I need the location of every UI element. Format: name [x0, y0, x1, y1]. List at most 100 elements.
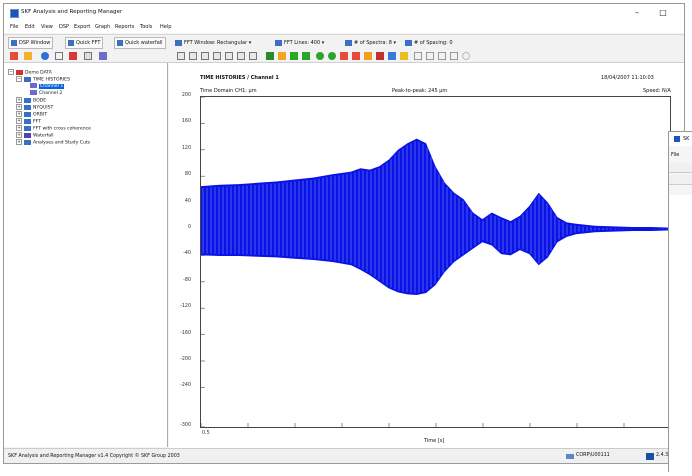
chart-domain-label: Time Domain CH1: µm — [200, 88, 257, 94]
wave-icon — [30, 90, 37, 95]
collapse-toggle[interactable]: − — [8, 69, 14, 75]
fft-window-dropdown[interactable]: FFT Window: Rectangular ▾ — [174, 37, 251, 49]
next-icon[interactable] — [450, 52, 458, 60]
folder-open-icon[interactable] — [10, 52, 18, 60]
dsp-window-button[interactable]: DSP Window — [8, 37, 54, 49]
signal-icon — [24, 139, 31, 145]
menu-help[interactable]: Help — [160, 24, 172, 30]
main-toolbar: DSP Window Quick FFT Quick waterfall FFT… — [4, 34, 684, 51]
expand-toggle[interactable]: + — [16, 118, 22, 124]
copyright-text: SKF Analysis and Reporting Manager v1.4 … — [8, 454, 180, 459]
expand-toggle[interactable]: + — [16, 104, 22, 110]
flag-icon[interactable] — [376, 52, 384, 60]
list-icon[interactable] — [84, 52, 92, 60]
fft-lines-dropdown[interactable]: FFT Lines: 400 ▾ — [274, 37, 324, 49]
second-window-menu[interactable]: File — [671, 152, 680, 158]
expand-toggle[interactable]: + — [16, 132, 22, 138]
menu-export[interactable]: Export — [74, 24, 91, 30]
second-window-tree — [669, 195, 692, 472]
collapse-toggle[interactable]: − — [16, 76, 22, 82]
tree-item-channel-2[interactable]: Channel 2 — [30, 90, 62, 97]
menu-graph[interactable]: Graph — [95, 24, 111, 30]
tree-item-nyquist[interactable]: + NYQUIST — [16, 104, 54, 111]
fft-lines-icon — [275, 40, 282, 46]
brush-icon[interactable] — [352, 52, 360, 60]
menu-edit[interactable]: Edit — [25, 24, 35, 30]
second-window[interactable]: SK File — [668, 131, 692, 472]
expand-toggle[interactable]: + — [16, 111, 22, 117]
cursor-icon[interactable] — [266, 52, 274, 60]
waveform-envelope — [201, 138, 670, 295]
plot-area[interactable] — [200, 96, 671, 428]
data-tree: − Demo DATA − TIME HISTORIES Channel 1 Cha… — [4, 63, 168, 447]
expand-toggle[interactable]: + — [16, 139, 22, 145]
export-icon[interactable] — [388, 52, 396, 60]
dsp-icon — [11, 40, 17, 46]
second-window-title-bar: SK — [669, 132, 692, 146]
tree-item-bode[interactable]: + BODE — [16, 97, 47, 104]
pen-icon[interactable] — [340, 52, 348, 60]
tree-item-time-histories[interactable]: − TIME HISTORIES — [16, 76, 70, 83]
tag-icon[interactable] — [364, 52, 372, 60]
y-tick-label: -300 — [180, 423, 191, 428]
quick-fft-button[interactable]: Quick FFT — [65, 37, 104, 49]
folder-icon[interactable] — [24, 52, 32, 60]
expand-toggle[interactable]: + — [16, 97, 22, 103]
version-status: 2.4.3 — [646, 453, 668, 460]
y-tick-label: -240 — [180, 383, 191, 389]
tree-item-fft[interactable]: + FFT — [16, 118, 42, 125]
grid-icon[interactable] — [55, 52, 63, 60]
signal-icon — [24, 97, 31, 103]
network-icon — [566, 454, 574, 459]
layout-4-icon[interactable] — [213, 52, 221, 60]
marker-2-icon[interactable] — [328, 52, 336, 60]
waterfall-icon — [24, 132, 31, 138]
chart-icon[interactable] — [69, 52, 77, 60]
layout-1-icon[interactable] — [177, 52, 185, 60]
marker-1-icon[interactable] — [316, 52, 324, 60]
minimize-button[interactable]: – — [635, 8, 639, 17]
app-logo-icon — [674, 136, 680, 142]
spacing-dropdown[interactable]: # of Spacing: 0 — [404, 37, 453, 49]
settings-icon[interactable] — [99, 52, 107, 60]
close-button[interactable]: × — [677, 6, 685, 20]
menu-view[interactable]: View — [41, 24, 53, 30]
refresh-icon[interactable] — [462, 52, 470, 60]
info-icon[interactable] — [41, 52, 49, 60]
stop-icon[interactable] — [426, 52, 434, 60]
title-bar: SKF Analysis and Reporting Manager – □ × — [4, 4, 684, 22]
tree-item-orbit[interactable]: + ORBIT — [16, 111, 48, 118]
spectra-dropdown[interactable]: # of Spectra: 8 ▾ — [344, 37, 396, 49]
menu-dsp[interactable]: DSP — [59, 24, 70, 30]
layout-3-icon[interactable] — [201, 52, 209, 60]
quick-waterfall-button[interactable]: Quick waterfall — [114, 37, 166, 49]
expand-toggle[interactable]: + — [16, 125, 22, 131]
tree-item-waterfall[interactable]: + Waterfall — [16, 132, 54, 139]
y-tick-label: 0 — [187, 225, 191, 230]
layout-7-icon[interactable] — [249, 52, 257, 60]
tree-item-demo-data[interactable]: − Demo DATA — [8, 69, 52, 76]
layout-2-icon[interactable] — [189, 52, 197, 60]
previous-icon[interactable] — [438, 52, 446, 60]
user-status: CORP\U00111 — [566, 453, 610, 459]
tree-item-analyses[interactable]: + Analyses and Study Cuts — [16, 139, 91, 146]
spacing-icon — [405, 40, 412, 46]
second-window-title: SK — [683, 136, 690, 142]
menu-file[interactable]: File — [10, 24, 19, 30]
arrow-up-icon[interactable] — [290, 52, 298, 60]
signal-icon — [24, 125, 31, 131]
menu-tools[interactable]: Tools — [140, 24, 153, 30]
chart-peak-label: Peak-to-peak: 245 µm — [392, 88, 448, 94]
tree-item-fft-coherence[interactable]: + FFT with cross coherence — [16, 125, 91, 132]
tree-item-channel-1[interactable]: Channel 1 — [30, 83, 65, 90]
menu-reports[interactable]: Reports — [115, 24, 135, 30]
layout-5-icon[interactable] — [225, 52, 233, 60]
maximize-button[interactable]: □ — [659, 8, 667, 17]
zoom-icon[interactable] — [278, 52, 286, 60]
y-tick-label: -200 — [180, 357, 191, 362]
layout-6-icon[interactable] — [237, 52, 245, 60]
play-icon[interactable] — [414, 52, 422, 60]
arrow-down-icon[interactable] — [302, 52, 310, 60]
y-tick-label: -160 — [180, 330, 191, 336]
report-icon[interactable] — [400, 52, 408, 60]
